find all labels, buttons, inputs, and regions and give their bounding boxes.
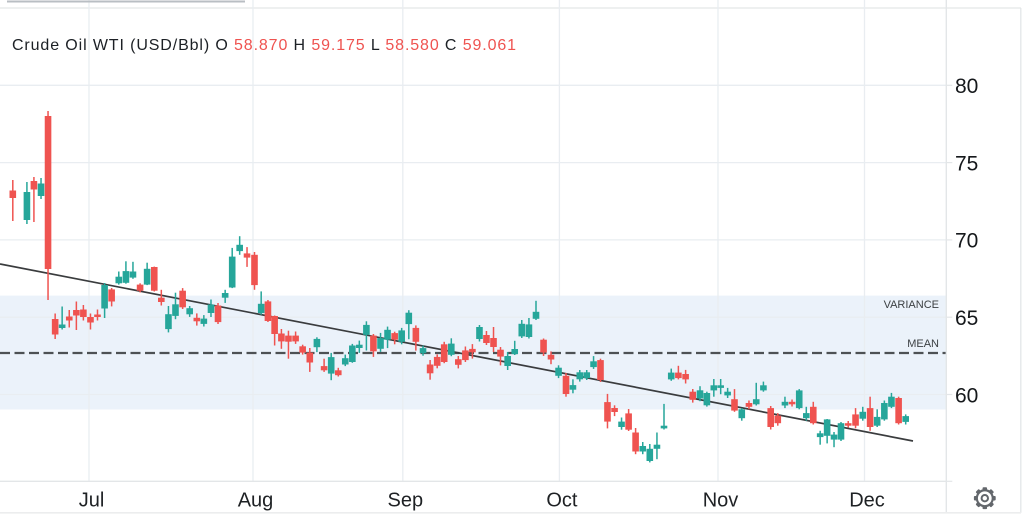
- svg-text:Oct: Oct: [546, 490, 578, 512]
- svg-text:80: 80: [955, 75, 978, 98]
- svg-text:MEAN: MEAN: [907, 338, 939, 350]
- svg-text:Sep: Sep: [388, 490, 424, 512]
- svg-text:75: 75: [955, 152, 978, 175]
- svg-text:Jul: Jul: [79, 490, 105, 512]
- svg-text:65: 65: [955, 307, 978, 330]
- svg-text:60: 60: [955, 384, 978, 407]
- svg-text:Aug: Aug: [238, 490, 274, 512]
- svg-text:VARIANCE: VARIANCE: [884, 299, 939, 311]
- svg-text:Nov: Nov: [703, 490, 739, 512]
- svg-text:70: 70: [955, 230, 978, 253]
- svg-text:Crude Oil WTI (USD/Bbl) O 58.8: Crude Oil WTI (USD/Bbl) O 58.870 H 59.17…: [12, 37, 517, 54]
- svg-text:Dec: Dec: [849, 490, 885, 512]
